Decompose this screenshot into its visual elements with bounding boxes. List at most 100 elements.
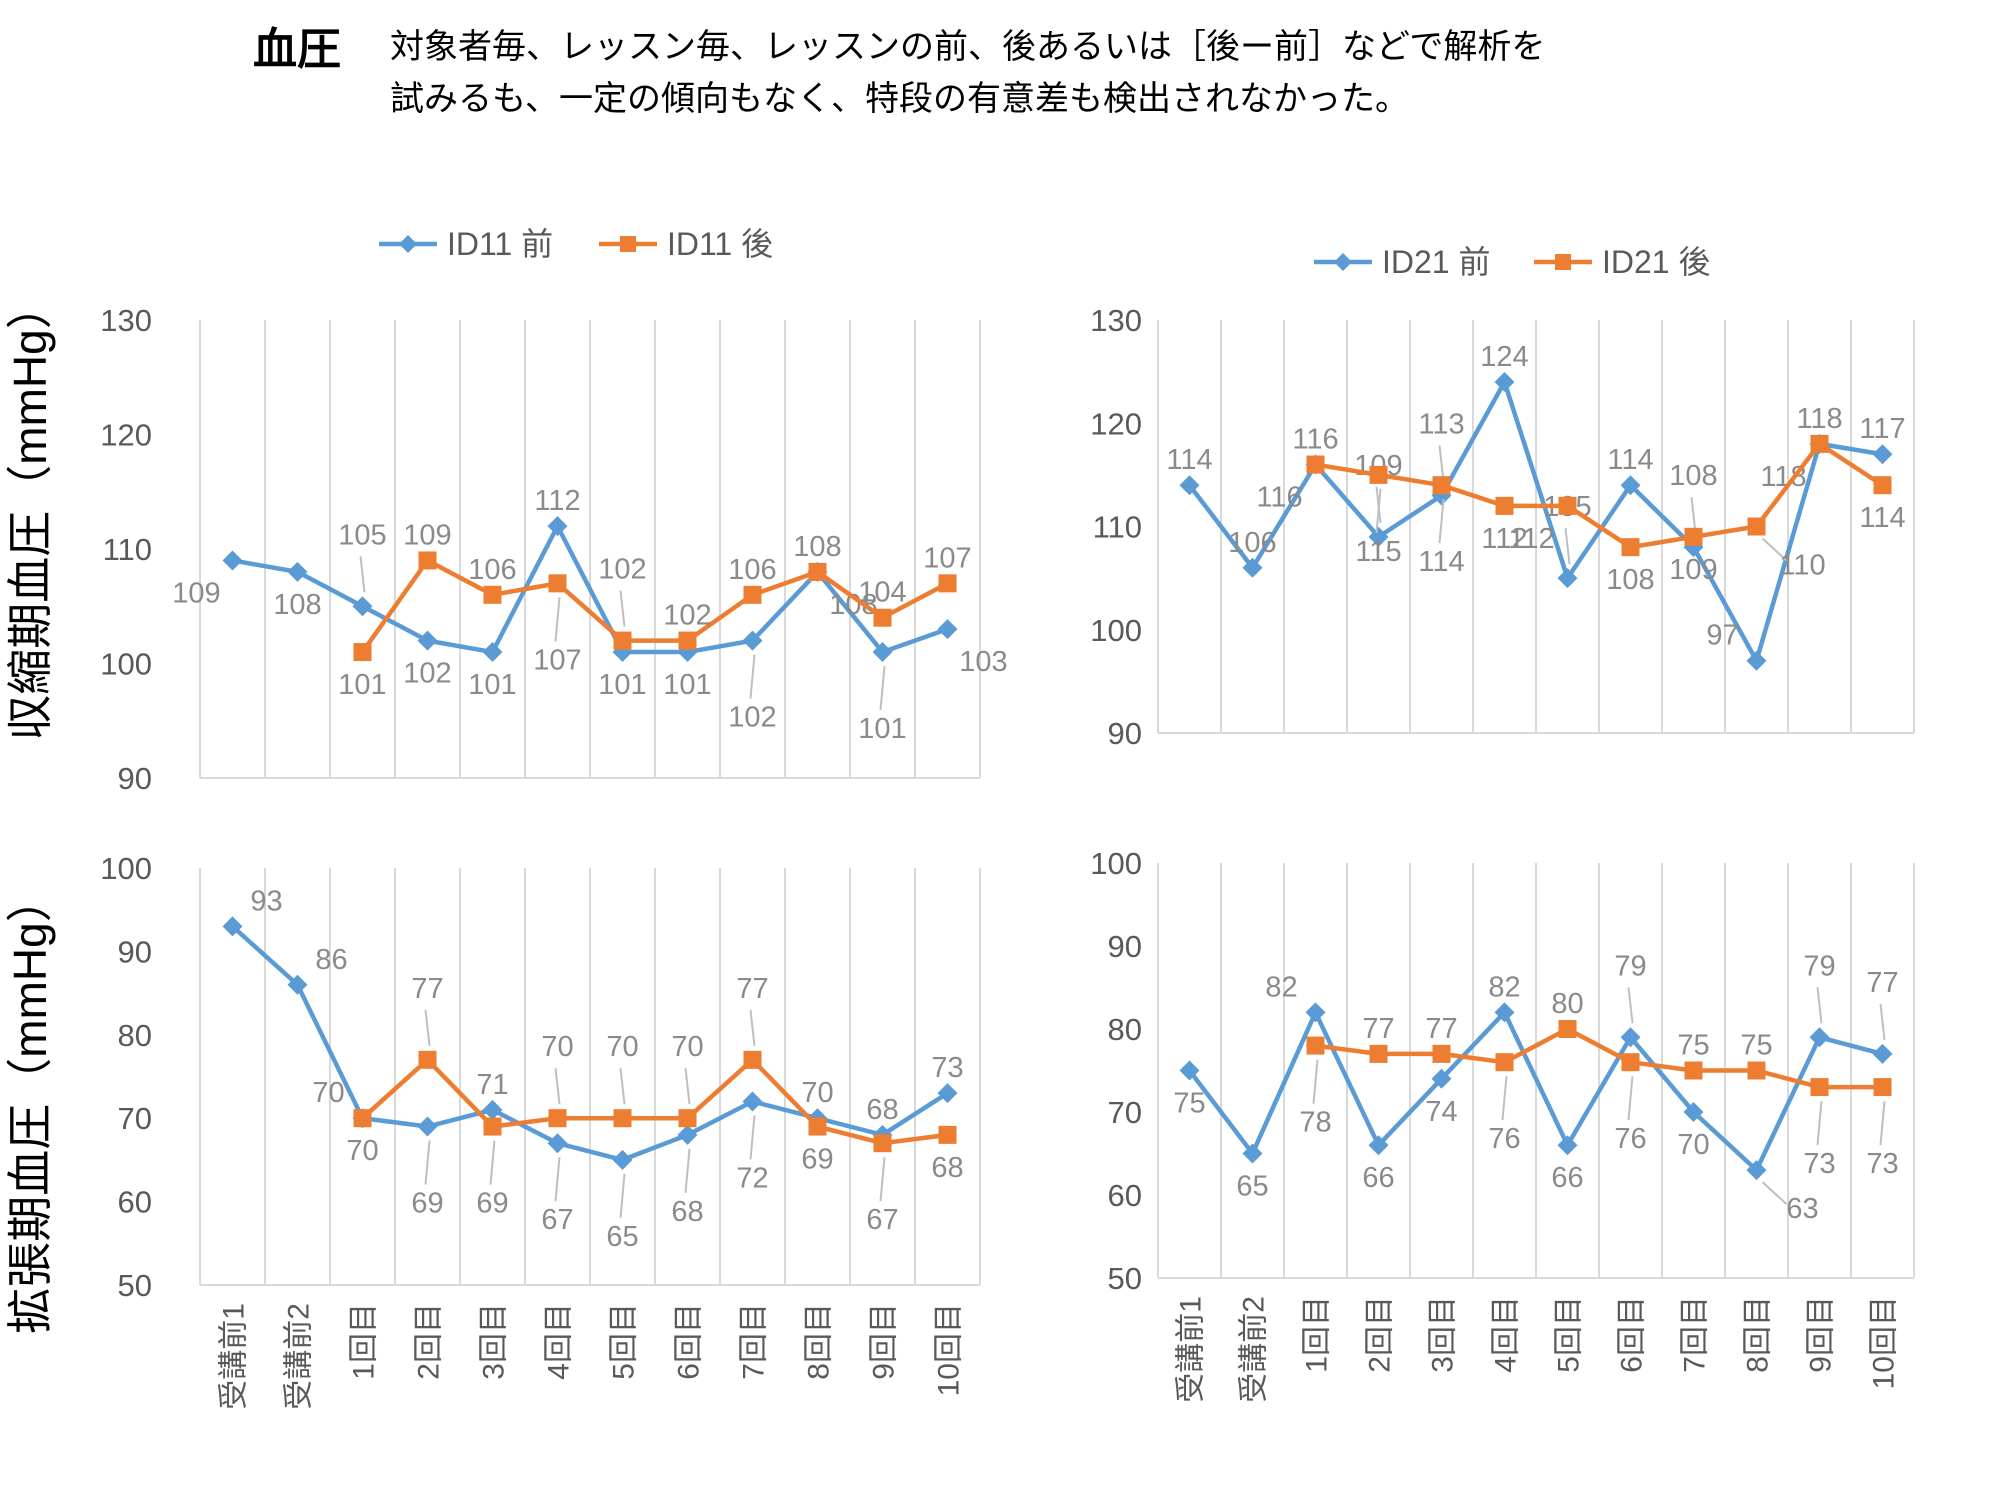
marker-diamond [482, 642, 503, 663]
data-label: 77 [1425, 1013, 1457, 1045]
marker-diamond [287, 974, 308, 995]
marker-diamond [1494, 371, 1515, 392]
data-label: 68 [866, 1094, 898, 1126]
marker-diamond [1746, 650, 1767, 671]
data-label: 106 [468, 554, 516, 586]
y-tick-label: 90 [1108, 716, 1142, 751]
label-leader [554, 1157, 561, 1202]
x-tick-label: 5回目 [1553, 1296, 1586, 1373]
data-label: 117 [1859, 413, 1905, 445]
y-tick-label: 70 [1108, 1095, 1142, 1130]
marker-square [1306, 455, 1325, 474]
x-tick-label: 1回目 [1301, 1296, 1334, 1373]
legend-label: ID11 後 [667, 226, 773, 262]
marker-diamond [287, 561, 308, 582]
x-tick-label: 2回目 [413, 1303, 446, 1380]
x-tick-label: 1回目 [348, 1303, 381, 1380]
marker-diamond [742, 1091, 763, 1112]
marker-diamond [1683, 1102, 1704, 1122]
label-leader [619, 590, 626, 627]
data-label: 106 [728, 554, 776, 586]
series-line-ID21 後 [1313, 441, 1885, 550]
series-line-ID11 前 [230, 924, 950, 1163]
data-label: 102 [663, 600, 711, 632]
marker-square [1495, 496, 1514, 515]
marker-diamond [547, 1133, 568, 1154]
label-leader [489, 1140, 496, 1185]
marker-diamond [1557, 1135, 1578, 1156]
y-tick-label: 80 [118, 1018, 152, 1053]
series-line-ID11 前 [230, 523, 950, 655]
x-tick-label: 9回目 [868, 1303, 901, 1380]
marker-square [1684, 527, 1703, 546]
marker-square [678, 631, 697, 650]
x-tick-label: 10回目 [933, 1303, 966, 1396]
y-tick-label: 90 [1108, 929, 1142, 964]
x-tick-label: 4回目 [543, 1303, 576, 1380]
y-tick-label: 100 [1090, 613, 1142, 648]
y-tick-label: 80 [1108, 1012, 1142, 1047]
data-label: 97 [1706, 620, 1738, 652]
label-leader [1564, 528, 1571, 565]
y-tick-label: 70 [118, 1101, 152, 1136]
marker-diamond [1179, 475, 1200, 496]
label-leader [749, 1009, 756, 1046]
legend-marker-diamond [1334, 253, 1352, 271]
label-leader [1501, 1076, 1508, 1121]
marker-diamond [1809, 1027, 1830, 1048]
label-leader [1690, 497, 1697, 534]
marker-diamond [1620, 1027, 1641, 1048]
marker-diamond [417, 630, 438, 651]
data-label: 70 [1677, 1129, 1709, 1161]
data-label: 76 [1614, 1123, 1646, 1155]
marker-diamond [1557, 568, 1578, 589]
legend-label: ID11 前 [447, 226, 553, 262]
data-label: 70 [801, 1077, 833, 1109]
y-tick-label: 90 [118, 934, 152, 969]
y-tick-label: 50 [118, 1268, 152, 1303]
data-label: 63 [1786, 1193, 1818, 1225]
data-label: 106 [1228, 527, 1276, 559]
y-axis-title-systolic: 収縮期血圧（mmHg） [4, 283, 56, 740]
marker-square [353, 643, 372, 662]
data-label: 102 [403, 658, 451, 690]
data-label: 108 [273, 589, 321, 621]
marker-square [1621, 1053, 1640, 1072]
x-tick-label: 6回目 [673, 1303, 706, 1380]
label-leader [1438, 499, 1445, 544]
x-tick-label: 3回目 [1427, 1296, 1460, 1373]
marker-square [418, 1050, 437, 1069]
data-label: 109 [172, 577, 220, 609]
data-label: 101 [338, 669, 386, 701]
marker-square [743, 585, 762, 604]
marker-square [1810, 1078, 1829, 1097]
y-tick-label: 110 [1093, 510, 1142, 545]
marker-diamond [547, 516, 568, 537]
data-label: 105 [338, 519, 386, 551]
data-label: 71 [476, 1069, 508, 1101]
x-tick-label: 受講前1 [1175, 1296, 1208, 1403]
y-tick-label: 110 [103, 532, 152, 567]
label-leader [879, 665, 886, 711]
data-label: 116 [1256, 482, 1302, 514]
data-label: 102 [728, 702, 776, 734]
chart-diastolic-id21: 50 60 70 80 90 100 受講前1 受講前2 1回目 2回目 3回目 4回目 5回目 6回目 7… [1090, 846, 1915, 1403]
marker-diamond [937, 619, 958, 640]
data-label: 73 [931, 1052, 963, 1084]
marker-square [743, 1050, 762, 1069]
x-tick-label: 8回目 [803, 1303, 836, 1380]
marker-diamond [1305, 1002, 1326, 1023]
y-tick-label: 50 [1108, 1261, 1142, 1296]
figure-description-line1: 対象者毎、レッスン毎、レッスンの前、後あるいは［後ー前］などで解析を [390, 28, 1545, 66]
data-label: 69 [411, 1188, 443, 1220]
marker-diamond [937, 1083, 958, 1104]
marker-square [938, 1125, 957, 1144]
data-label: 109 [403, 519, 451, 551]
data-label: 108 [829, 589, 877, 621]
data-label: 104 [858, 577, 906, 609]
data-label: 80 [1551, 988, 1583, 1020]
y-tick-label: 120 [100, 418, 152, 453]
data-label: 115 [1355, 536, 1401, 568]
data-label: 75 [1740, 1030, 1772, 1062]
